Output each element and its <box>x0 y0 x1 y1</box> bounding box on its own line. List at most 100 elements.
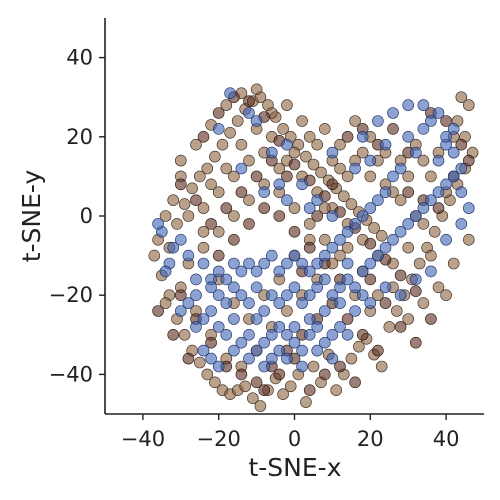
scatter-point <box>447 123 460 135</box>
scatter-point <box>432 281 445 294</box>
scatter-point <box>364 273 377 286</box>
scatter-point <box>281 194 293 206</box>
scatter-point <box>243 297 255 309</box>
scatter-point <box>303 289 316 302</box>
scatter-point <box>315 166 327 179</box>
scatter-point <box>402 170 415 183</box>
scatter-point <box>243 154 255 167</box>
scatter-point <box>375 230 388 242</box>
scatter-point <box>402 186 415 198</box>
scatter-point <box>318 249 331 262</box>
scatter-point <box>212 265 225 278</box>
scatter-point <box>311 138 324 151</box>
scatter-point <box>417 154 430 167</box>
scatter-point <box>220 162 233 175</box>
scatter-point <box>402 218 415 230</box>
scatter-point <box>425 313 437 325</box>
scatter-point <box>243 218 255 230</box>
scatter-point <box>273 210 286 222</box>
scatter-point <box>194 170 206 183</box>
scatter-point <box>258 305 271 317</box>
y-tick-label: 20 <box>66 125 93 149</box>
x-tick-label: 20 <box>357 427 384 451</box>
scatter-point <box>394 321 407 333</box>
scatter-point <box>243 95 255 107</box>
scatter-point <box>462 99 475 111</box>
scatter-point <box>402 99 415 111</box>
scatter-point <box>152 218 164 230</box>
scatter-point <box>250 115 263 127</box>
scatter-point <box>337 190 350 202</box>
scatter-point <box>235 265 248 278</box>
scatter-point <box>159 265 172 278</box>
scatter-point <box>296 178 308 191</box>
scatter-point <box>243 352 255 365</box>
scatter-point <box>258 186 271 198</box>
scatter-point <box>197 241 210 254</box>
scatter-point <box>318 202 331 214</box>
scatter-point <box>220 297 233 309</box>
scatter-point <box>447 146 460 159</box>
scatter-point <box>182 210 195 222</box>
scatter-point <box>243 194 255 206</box>
scatter-point <box>250 376 263 389</box>
scatter-point <box>326 352 339 365</box>
scatter-point <box>326 146 339 159</box>
scatter-point <box>273 178 286 191</box>
scatter-point <box>205 336 217 349</box>
scatter-point <box>311 281 324 294</box>
scatter-point <box>379 297 392 309</box>
x-tick-label: 40 <box>433 427 460 451</box>
scatter-point <box>311 321 324 333</box>
scatter-point <box>307 360 320 373</box>
scatter-point <box>288 281 301 294</box>
scatter-point <box>394 269 407 282</box>
scatter-point <box>349 305 361 317</box>
scatter-point <box>334 162 346 175</box>
scatter-point <box>239 380 251 393</box>
scatter-point <box>425 115 437 127</box>
scatter-point <box>182 352 195 365</box>
scatter-point <box>182 249 195 262</box>
scatter-point <box>349 162 361 175</box>
scatter-points <box>148 83 479 412</box>
scatter-point <box>265 146 278 159</box>
scatter-point <box>167 241 179 254</box>
scatter-point <box>284 380 297 393</box>
scatter-point <box>178 328 191 341</box>
scatter-point <box>345 352 358 365</box>
scatter-point <box>402 313 415 325</box>
scatter-point <box>425 265 437 278</box>
scatter-point <box>311 210 324 222</box>
scatter-point <box>300 150 312 163</box>
scatter-point <box>364 202 377 214</box>
scatter-point <box>432 202 445 214</box>
scatter-point <box>402 131 415 143</box>
scatter-point <box>197 131 210 143</box>
y-axis-ticks: −40 −20 0 20 40 <box>49 46 105 386</box>
scatter-point <box>440 115 452 127</box>
scatter-point <box>326 241 339 254</box>
scatter-point <box>455 218 468 230</box>
scatter-point <box>462 202 475 214</box>
scatter-point <box>258 360 271 373</box>
scatter-point <box>364 170 377 183</box>
scatter-point <box>175 305 187 317</box>
scatter-point <box>175 234 187 246</box>
scatter-point <box>334 281 346 294</box>
scatter-point <box>288 226 301 238</box>
scatter-point <box>387 234 399 246</box>
scatter-point <box>364 297 377 309</box>
scatter-point <box>273 162 286 175</box>
scatter-point <box>194 356 206 369</box>
scatter-point <box>379 138 392 151</box>
scatter-point <box>212 321 225 333</box>
scatter-point <box>296 257 308 270</box>
scatter-point <box>235 162 248 175</box>
scatter-point <box>148 249 161 262</box>
scatter-point <box>334 138 346 151</box>
scatter-point <box>254 400 267 412</box>
scatter-point <box>182 297 195 309</box>
scatter-point <box>394 289 407 302</box>
